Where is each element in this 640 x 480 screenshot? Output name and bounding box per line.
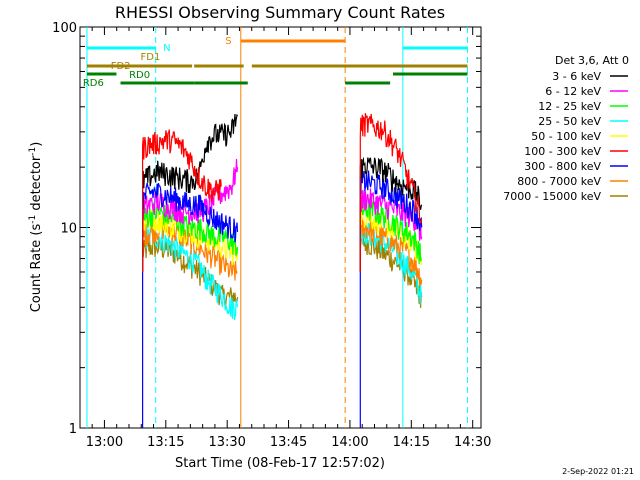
series-line (359, 113, 423, 272)
chart-title: RHESSI Observing Summary Count Rates (115, 3, 445, 22)
y-tick-label: 1 (69, 422, 77, 437)
generation-date: 2-Sep-2022 01:21 (562, 467, 634, 476)
y-tick-label: 100 (52, 21, 77, 36)
flag-label-fd2: FD2 (111, 61, 131, 72)
series-line (359, 230, 423, 308)
x-tick-label: 13:15 (147, 435, 184, 450)
flag-label-rd0: RD0 (129, 70, 150, 81)
series-line (359, 170, 423, 428)
series-line (359, 205, 423, 272)
flag-label-n: N (163, 43, 170, 54)
series-line (142, 217, 238, 281)
legend-entry-label: 800 - 7000 keV (517, 175, 601, 188)
x-tick-label: 14:15 (393, 435, 430, 450)
legend-entry-label: 3 - 6 keV (552, 70, 601, 83)
series-line (142, 113, 239, 272)
x-axis-label: Start Time (08-Feb-17 12:57:02) (175, 456, 385, 471)
series-line (359, 217, 423, 287)
series-line (142, 158, 239, 272)
y-tick-label: 10 (60, 222, 77, 237)
flag-label-rd6: RD6 (83, 78, 104, 89)
axis-ticks: 13:00 13:15 13:30 13:45 14:00 14:15 14:30 1 10 10… (52, 21, 491, 450)
x-tick-label: 14:00 (331, 435, 368, 450)
legend-entry-label: 12 - 25 keV (538, 100, 601, 113)
legend: Det 3,6, Att 0 3 - 6 keV 6 - 12 keV 12 - 2… (503, 54, 629, 203)
flag-label-s: S (225, 36, 231, 47)
series-line (142, 182, 239, 428)
x-tick-label: 14:30 (454, 435, 491, 450)
legend-entry-label: 100 - 300 keV (524, 145, 601, 158)
legend-entry-label: 50 - 100 keV (531, 130, 601, 143)
flag-label-fd1: FD1 (141, 52, 161, 63)
legend-entry-label: 300 - 800 keV (524, 160, 601, 173)
x-tick-label: 13:00 (86, 435, 123, 450)
x-tick-label: 13:45 (270, 435, 307, 450)
series-line (359, 156, 423, 272)
legend-entry-label: 7000 - 15000 keV (503, 190, 601, 203)
series-line (142, 129, 222, 272)
x-tick-label: 13:30 (208, 435, 245, 450)
legend-entry-label: 6 - 12 keV (545, 85, 601, 98)
legend-header: Det 3,6, Att 0 (555, 54, 629, 67)
data-series (142, 113, 423, 428)
y-axis-label: Count Rate (s-1 detector-1) (28, 142, 44, 313)
legend-entry-label: 25 - 50 keV (538, 115, 601, 128)
series-line (142, 228, 239, 321)
